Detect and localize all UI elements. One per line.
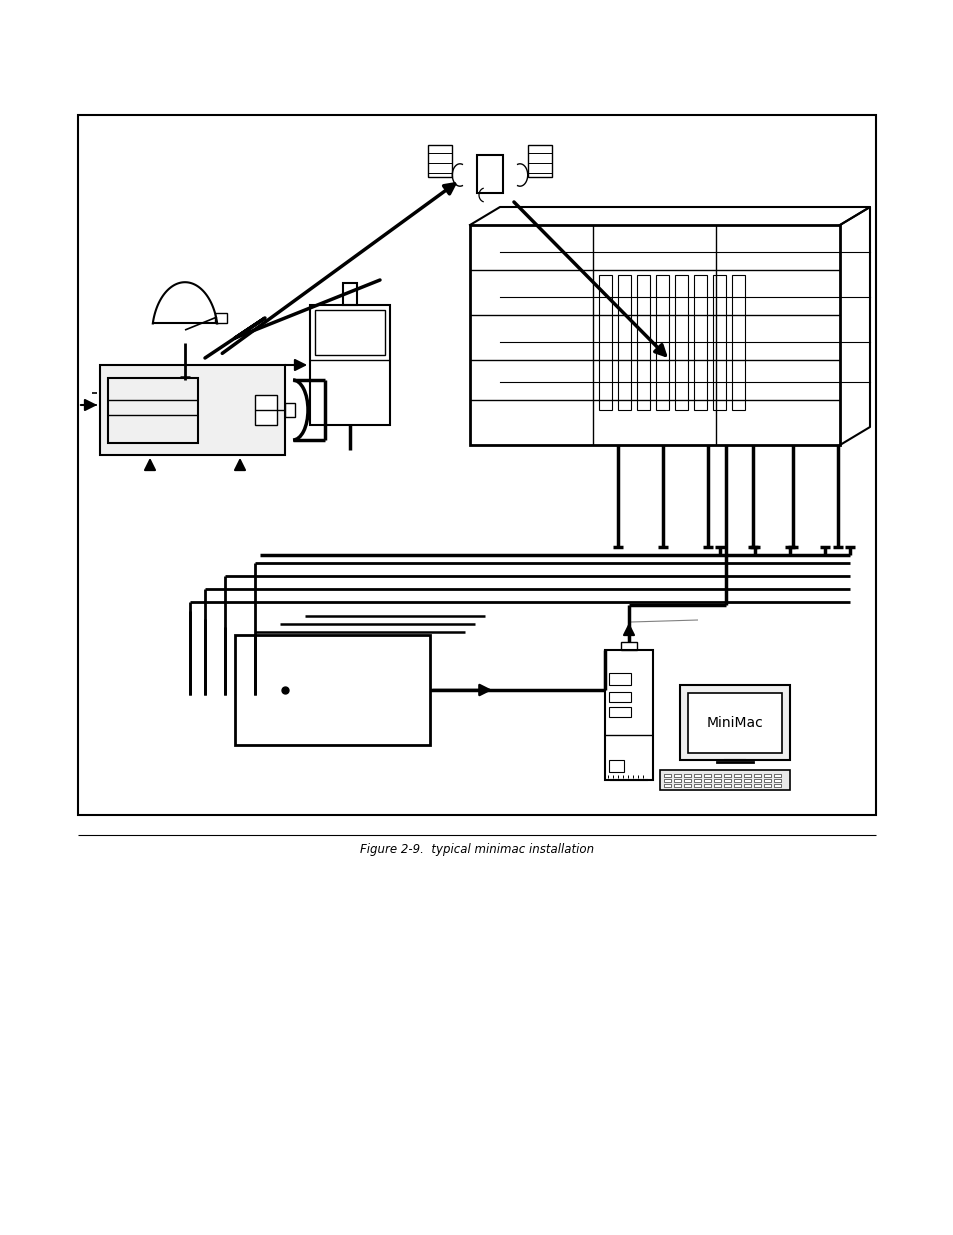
Bar (659, 769, 789, 790)
Bar (743, 774, 750, 777)
Bar (683, 774, 690, 777)
Bar (713, 779, 720, 782)
Bar (703, 774, 710, 777)
Bar (108, 378, 198, 443)
Bar (637, 275, 649, 410)
Bar (254, 395, 276, 425)
Bar (679, 685, 789, 760)
Bar (470, 225, 840, 445)
Bar (78, 115, 875, 815)
Bar (713, 784, 720, 787)
Bar (343, 283, 356, 305)
Bar (663, 784, 670, 787)
Text: Figure 2-9.  typical minimac installation: Figure 2-9. typical minimac installation (359, 844, 594, 857)
Bar (733, 774, 740, 777)
Bar (713, 774, 720, 777)
Bar (763, 784, 770, 787)
Bar (723, 784, 730, 787)
Bar (733, 779, 740, 782)
Bar (675, 275, 687, 410)
Bar (608, 692, 630, 701)
Bar (693, 784, 700, 787)
Bar (723, 774, 730, 777)
Bar (683, 779, 690, 782)
Bar (683, 784, 690, 787)
Bar (234, 635, 430, 745)
Bar (743, 779, 750, 782)
Bar (733, 784, 740, 787)
Bar (673, 779, 680, 782)
Bar (620, 642, 637, 650)
Bar (763, 774, 770, 777)
Bar (693, 779, 700, 782)
Bar (712, 275, 725, 410)
Bar (753, 774, 760, 777)
Bar (753, 784, 760, 787)
Bar (663, 779, 670, 782)
Bar (673, 784, 680, 787)
Bar (310, 305, 390, 425)
Bar (673, 774, 680, 777)
Bar (773, 779, 781, 782)
Bar (476, 156, 502, 193)
Bar (693, 774, 700, 777)
Bar (703, 779, 710, 782)
Bar (608, 760, 623, 772)
Bar (527, 144, 552, 177)
Bar (428, 144, 452, 177)
Bar (687, 693, 781, 753)
Bar (703, 784, 710, 787)
Bar (214, 312, 227, 324)
Bar (693, 275, 706, 410)
Bar (743, 784, 750, 787)
Bar (753, 779, 760, 782)
Bar (598, 275, 612, 410)
Bar (656, 275, 668, 410)
Bar (604, 650, 652, 781)
Bar (773, 784, 781, 787)
Bar (608, 673, 630, 685)
Bar (314, 310, 385, 354)
Bar (723, 779, 730, 782)
Bar (285, 403, 294, 417)
Bar (608, 706, 630, 718)
Bar (731, 275, 744, 410)
Bar (773, 774, 781, 777)
Bar (763, 779, 770, 782)
Bar (663, 774, 670, 777)
Bar (618, 275, 630, 410)
Bar (100, 366, 285, 454)
Text: MiniMac: MiniMac (706, 716, 762, 730)
